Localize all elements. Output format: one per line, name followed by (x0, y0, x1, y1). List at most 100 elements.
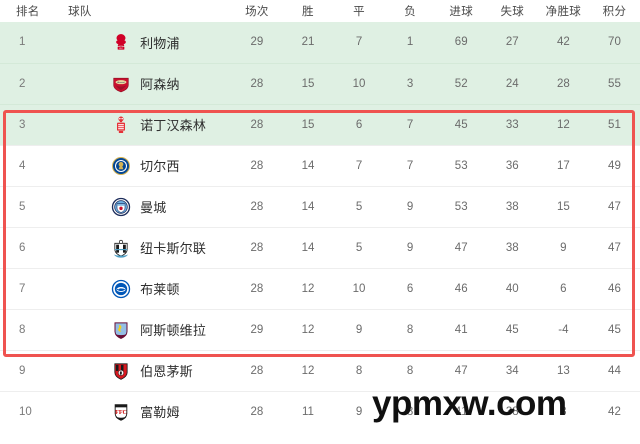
column-header-played[interactable]: 场次 (231, 0, 283, 22)
cell-played: 28 (231, 349, 283, 391)
league-standings-table: 排名 球队 场次 胜 平 负 进球 失球 净胜球 积分 1 LFC 利物浦 29 21 7… (0, 0, 640, 432)
cell-team[interactable]: 布莱顿 (56, 267, 232, 309)
cell-goals-for: 47 (435, 226, 487, 268)
cell-draws: 5 (333, 226, 385, 268)
column-header-loss[interactable]: 负 (384, 0, 436, 22)
aston-villa-crest (111, 320, 131, 340)
team-name: 诺丁汉森林 (140, 118, 207, 133)
arsenal-crest: Arsenal (111, 74, 131, 94)
table-row[interactable]: 6 纽卡斯尔联 28 14 5 9 47 38 9 47 (0, 226, 640, 268)
cell-rank: 3 (0, 103, 57, 145)
cell-draws: 6 (333, 103, 385, 145)
cell-rank: 5 (0, 185, 57, 227)
chelsea-crest (111, 156, 131, 176)
cell-played: 28 (231, 103, 283, 145)
cell-wins: 14 (282, 185, 334, 227)
cell-draws: 10 (333, 62, 385, 104)
cell-losses: 8 (384, 390, 436, 432)
cell-team[interactable]: 曼城 (56, 185, 232, 227)
team-name: 富勒姆 (140, 405, 180, 421)
cell-rank: 1 (0, 22, 57, 63)
cell-losses: 7 (384, 144, 436, 186)
liverpool-crest: LFC (111, 32, 131, 52)
cell-losses: 3 (384, 62, 436, 104)
brighton-crest (111, 279, 131, 299)
cell-wins: 12 (282, 349, 334, 391)
cell-team[interactable]: 阿斯顿维拉 (56, 308, 232, 350)
cell-draws: 5 (333, 185, 385, 227)
table-row[interactable]: 5 曼城 28 14 5 9 53 38 15 47 (0, 185, 640, 227)
cell-goals-for: 46 (435, 267, 487, 309)
cell-points: 55 (588, 62, 640, 104)
cell-goal-diff: 12 (537, 103, 589, 145)
cell-team[interactable]: FFC 富勒姆 (56, 390, 232, 432)
fulham-crest: FFC (111, 402, 131, 422)
team-name: 阿斯顿维拉 (140, 323, 207, 338)
team-name: 曼城 (140, 200, 167, 215)
column-header-rank[interactable]: 排名 (0, 0, 57, 22)
table-row[interactable]: 3 诺丁汉森林 28 15 6 7 45 33 12 51 (0, 103, 640, 145)
cell-played: 29 (231, 308, 283, 350)
cell-played: 28 (231, 226, 283, 268)
cell-points: 45 (588, 308, 640, 350)
cell-points: 47 (588, 226, 640, 268)
cell-points: 70 (588, 22, 640, 63)
cell-losses: 8 (384, 308, 436, 350)
table-row[interactable]: 1 LFC 利物浦 29 21 7 1 69 27 42 70 (0, 22, 640, 63)
team-name: 布莱顿 (140, 282, 180, 297)
column-header-goal-diff[interactable]: 净胜球 (537, 0, 589, 22)
cell-goal-diff: -4 (537, 308, 589, 350)
cell-team[interactable]: 伯恩茅斯 (56, 349, 232, 391)
header-row: 排名 球队 场次 胜 平 负 进球 失球 净胜球 积分 (0, 0, 640, 22)
cell-draws: 7 (333, 22, 385, 63)
cell-goals-for: 53 (435, 185, 487, 227)
cell-goals-for: 52 (435, 62, 487, 104)
cell-wins: 21 (282, 22, 334, 63)
cell-team[interactable]: 切尔西 (56, 144, 232, 186)
cell-team[interactable]: LFC 利物浦 (56, 22, 232, 63)
cell-goal-diff: 15 (537, 185, 589, 227)
table-body: 1 LFC 利物浦 29 21 7 1 69 27 42 70 2 Arsenal 阿森纳 28 15 10 3 5… (0, 22, 640, 432)
cell-wins: 15 (282, 62, 334, 104)
cell-goals-against: 33 (486, 103, 538, 145)
cell-goal-diff: 9 (537, 226, 589, 268)
cell-draws: 9 (333, 308, 385, 350)
table-row[interactable]: 7 布莱顿 28 12 10 6 46 40 6 46 (0, 267, 640, 309)
cell-goals-against: 24 (486, 62, 538, 104)
cell-losses: 9 (384, 226, 436, 268)
cell-wins: 12 (282, 267, 334, 309)
table-row[interactable]: 2 Arsenal 阿森纳 28 15 10 3 52 24 28 55 (0, 62, 640, 104)
column-header-points[interactable]: 积分 (588, 0, 640, 22)
column-header-team[interactable]: 球队 (56, 0, 232, 22)
cell-played: 28 (231, 390, 283, 432)
cell-played: 28 (231, 62, 283, 104)
nottingham-forest-crest (111, 115, 131, 135)
cell-goal-diff: 3 (537, 390, 589, 432)
cell-played: 29 (231, 22, 283, 63)
column-header-goals-against[interactable]: 失球 (486, 0, 538, 22)
manchester-city-crest (111, 197, 131, 217)
cell-played: 28 (231, 267, 283, 309)
cell-wins: 14 (282, 226, 334, 268)
table-row[interactable]: 10 FFC 富勒姆 28 11 9 8 41 38 3 42 (0, 390, 640, 432)
team-name: 阿森纳 (140, 77, 180, 92)
newcastle-crest (111, 238, 131, 258)
svg-text:LFC: LFC (119, 48, 124, 50)
column-header-win[interactable]: 胜 (282, 0, 334, 22)
cell-goals-for: 41 (435, 390, 487, 432)
column-header-goals-for[interactable]: 进球 (435, 0, 487, 22)
table-row[interactable]: 4 切尔西 28 14 7 7 53 36 17 49 (0, 144, 640, 186)
cell-draws: 10 (333, 267, 385, 309)
cell-goals-against: 36 (486, 144, 538, 186)
cell-team[interactable]: 纽卡斯尔联 (56, 226, 232, 268)
cell-team[interactable]: Arsenal 阿森纳 (56, 62, 232, 104)
cell-wins: 11 (282, 390, 334, 432)
column-header-draw[interactable]: 平 (333, 0, 385, 22)
cell-rank: 10 (0, 390, 57, 432)
cell-losses: 9 (384, 185, 436, 227)
cell-goals-for: 45 (435, 103, 487, 145)
cell-played: 28 (231, 144, 283, 186)
cell-team[interactable]: 诺丁汉森林 (56, 103, 232, 145)
table-row[interactable]: 8 阿斯顿维拉 29 12 9 8 41 45 -4 45 (0, 308, 640, 350)
